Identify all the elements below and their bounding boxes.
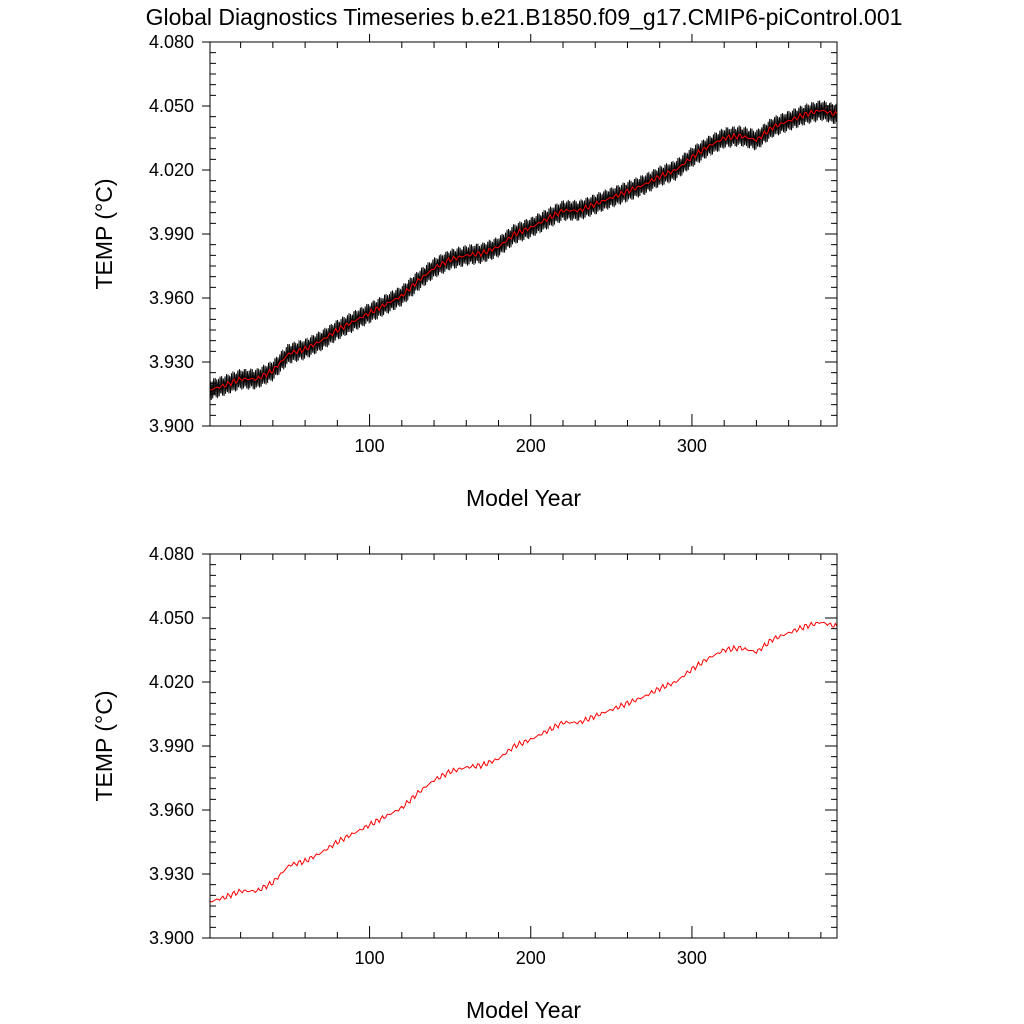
y-tick-label: 4.020 [149,672,194,692]
x-tick-label: 200 [516,948,546,968]
x-tick-label: 200 [516,436,546,456]
y-tick-label: 3.990 [149,736,194,756]
figure-title: Global Diagnostics Timeseries b.e21.B185… [146,4,903,30]
y-tick-label: 4.020 [149,160,194,180]
y-tick-label: 4.080 [149,32,194,52]
y-tick-label: 3.990 [149,224,194,244]
y-tick-label: 3.900 [149,928,194,948]
x-tick-label: 100 [355,948,385,968]
y-axis-title: TEMP (°C) [91,179,117,290]
bottom-panel: 100 200 300 3.900 3.930 3.960 3.990 4.020 4.050 4… [91,544,838,1023]
plot-frame [209,553,838,939]
x-tick-label: 300 [677,436,707,456]
x-axis-title: Model Year [466,997,581,1023]
y-tick-label: 4.050 [149,608,194,628]
y-tick-label: 3.930 [149,864,194,884]
y-tick-label: 3.930 [149,352,194,372]
y-axis-title: TEMP (°C) [91,691,117,802]
top-panel: 100 200 300 3.900 3.930 3.960 3.990 4.020 4.050 4… [91,32,838,511]
x-tick-label: 300 [677,948,707,968]
y-tick-label: 4.080 [149,544,194,564]
y-tick-label: 3.960 [149,288,194,308]
y-tick-label: 3.960 [149,800,194,820]
x-axis-title: Model Year [466,485,581,511]
series-line-annual [210,621,837,903]
series-line-monthly [210,99,837,400]
y-tick-label: 4.050 [149,96,194,116]
y-tick-label: 3.900 [149,416,194,436]
x-tick-label: 100 [355,436,385,456]
series-line-annual [210,109,837,391]
